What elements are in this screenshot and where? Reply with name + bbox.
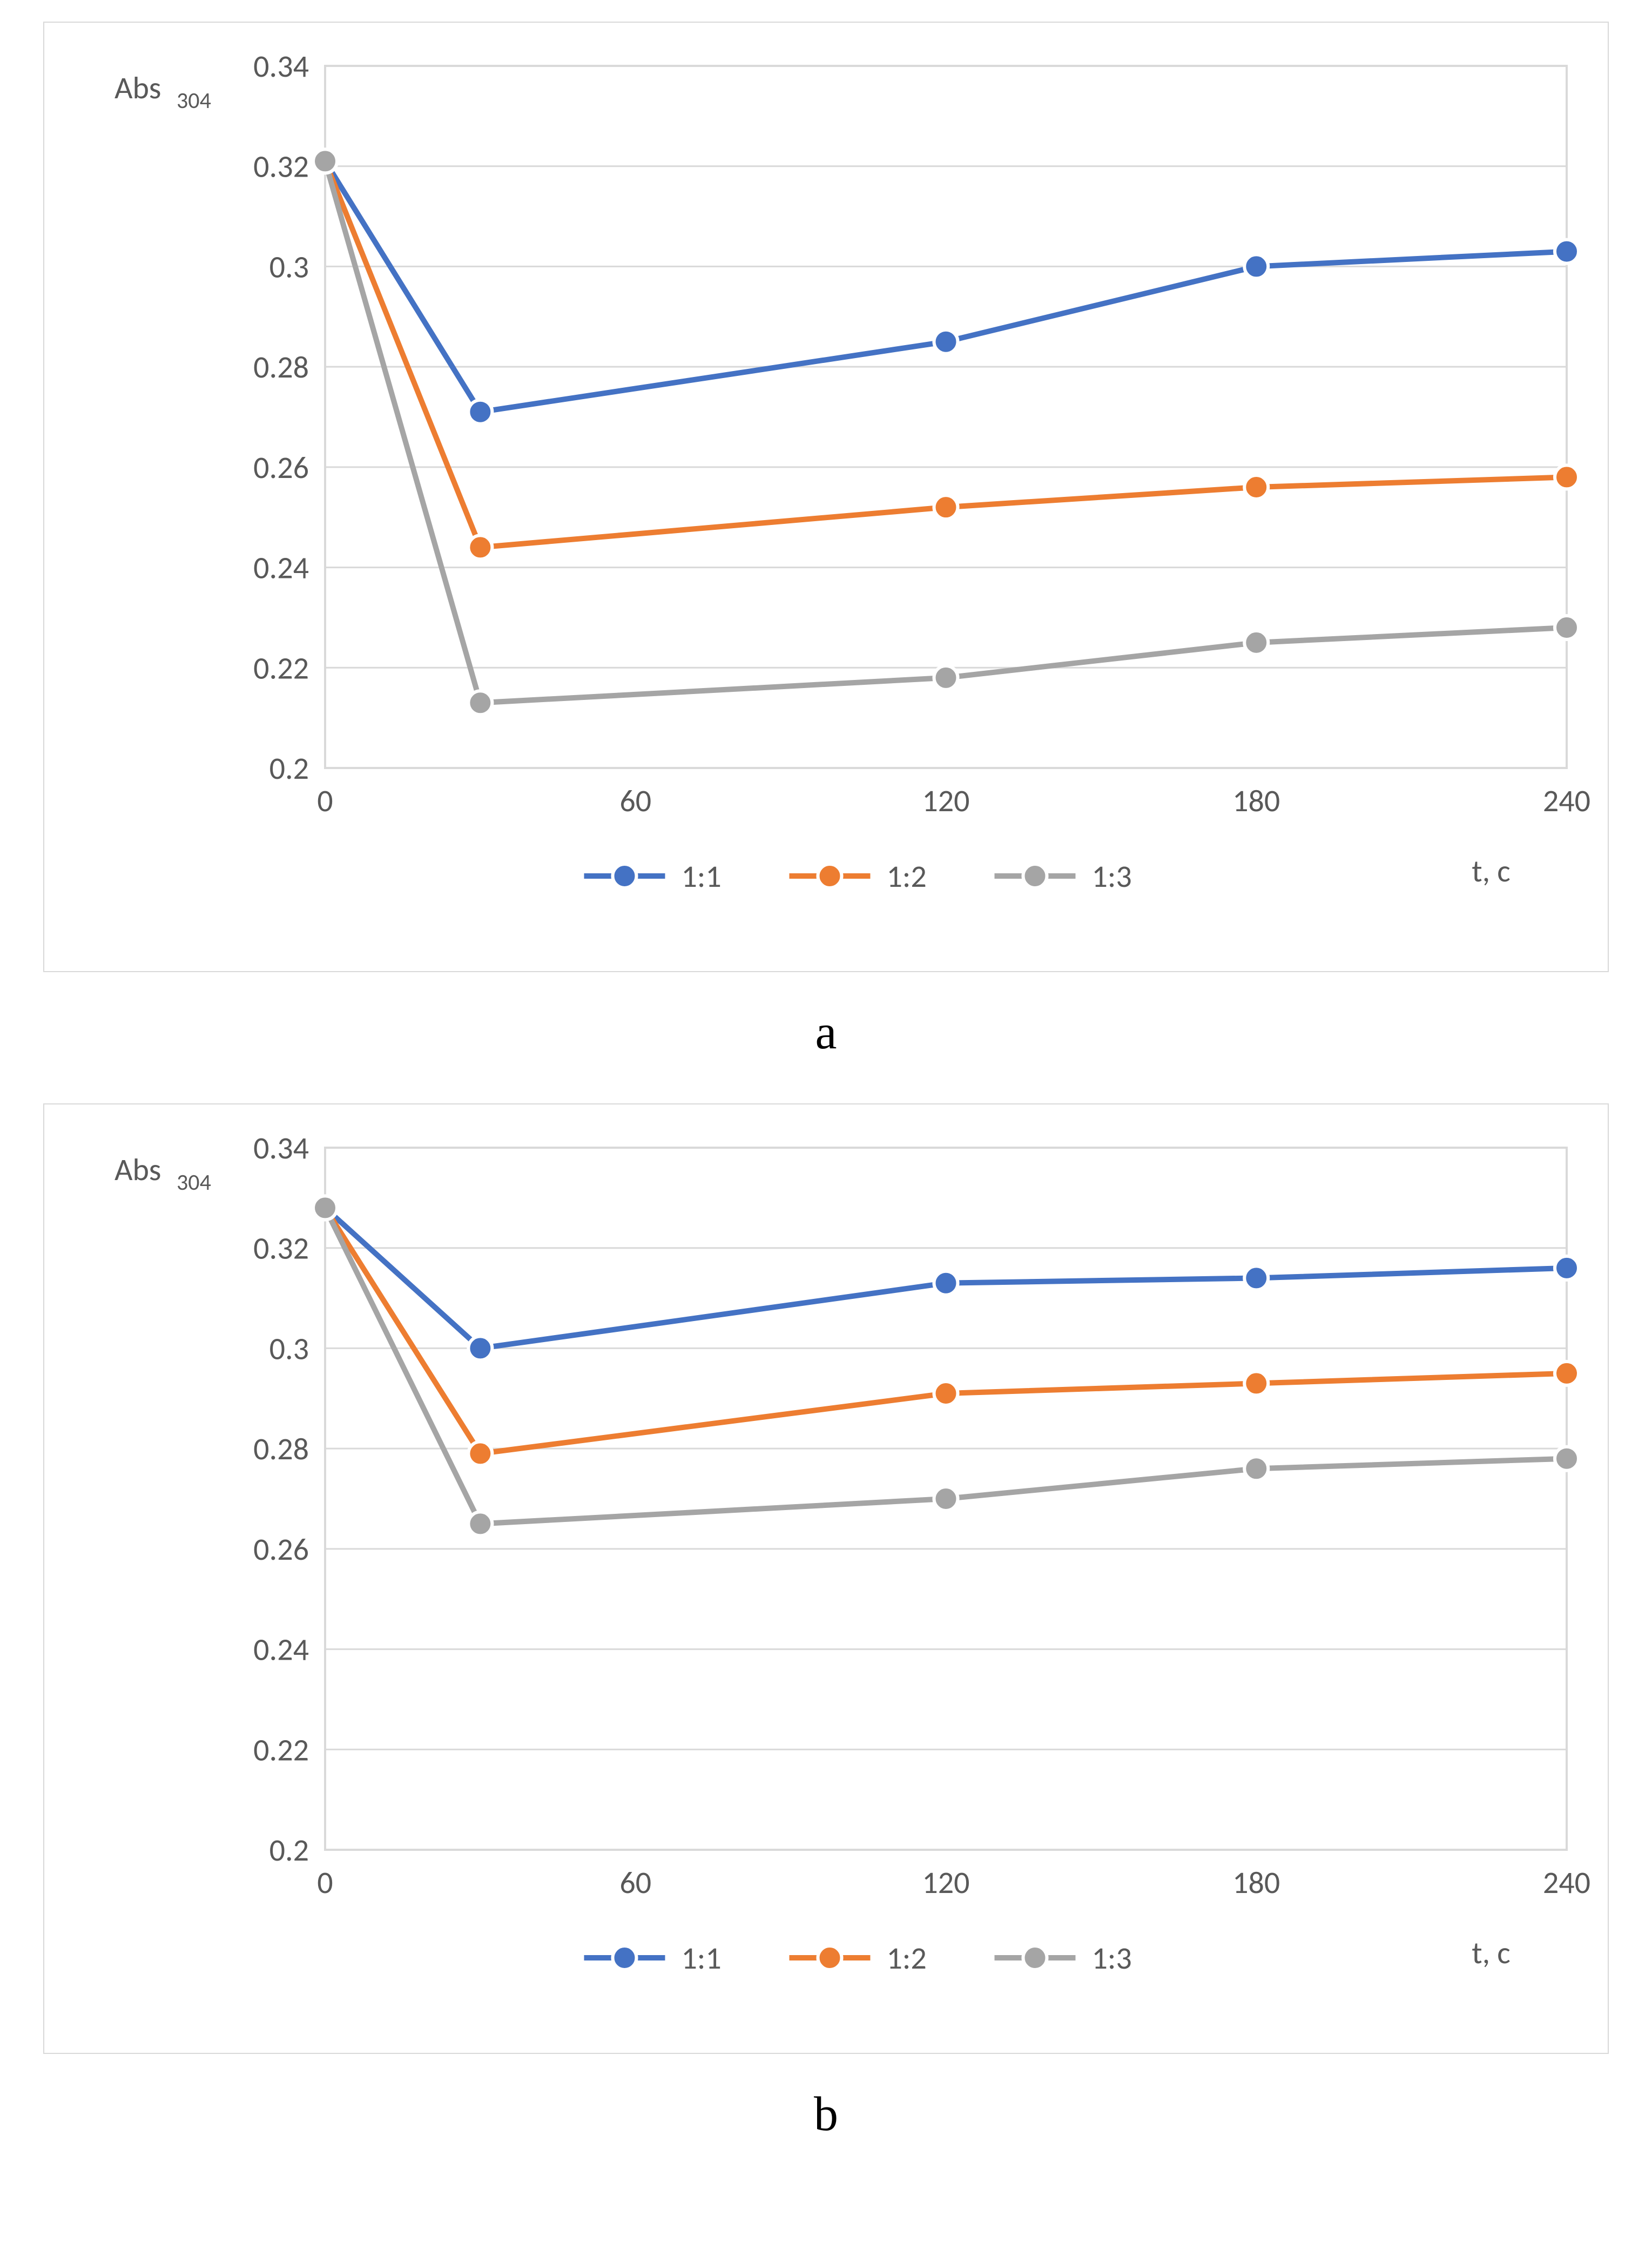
chart-a-y-axis-title: Abs 304 bbox=[114, 69, 211, 114]
chart-b-marker-1-1 bbox=[1244, 1266, 1268, 1290]
chart-a-x-axis-title: t, c bbox=[1472, 852, 1511, 890]
chart-b-x-axis: 0 60 120 180 240 bbox=[317, 1863, 1590, 1902]
chart-a-marker-1-1 bbox=[468, 400, 492, 424]
chart-a-y-axis-title-sub: 304 bbox=[177, 87, 211, 114]
chart-a-ytick-label: 0.22 bbox=[253, 649, 309, 687]
panel-label-b: b bbox=[43, 2086, 1609, 2142]
chart-a-ytick-label: 0.34 bbox=[253, 47, 309, 85]
chart-b-y-axis-title-main: Abs bbox=[114, 1150, 161, 1189]
chart-b-legend-marker bbox=[613, 1946, 637, 1970]
chart-a-marker-1-3 bbox=[313, 149, 337, 173]
chart-b-legend-marker bbox=[818, 1946, 842, 1970]
chart-b-series-line-1-3 bbox=[325, 1208, 1567, 1524]
chart-a-legend-label: 1:3 bbox=[1092, 857, 1132, 895]
chart-b-marker-1-3 bbox=[934, 1487, 958, 1511]
chart-a-ytick-label: 0.32 bbox=[253, 147, 309, 186]
chart-b-legend-label: 1:1 bbox=[682, 1939, 722, 1977]
chart-b-marker-1-2 bbox=[1555, 1362, 1579, 1385]
chart-b-xtick-label: 180 bbox=[1232, 1863, 1280, 1902]
chart-a-xtick-label: 180 bbox=[1232, 781, 1280, 820]
chart-b-legend-item-1-2: 1:2 bbox=[790, 1939, 927, 1977]
chart-b-marker-1-1 bbox=[1555, 1256, 1579, 1280]
chart-b-y-axis: 0.2 0.22 0.24 0.26 0.28 0.3 0.32 0.34 bbox=[253, 1129, 309, 1869]
chart-b-ytick-label: 0.2 bbox=[269, 1831, 309, 1869]
chart-a-ytick-label: 0.3 bbox=[269, 247, 309, 286]
chart-b-legend-marker bbox=[1023, 1946, 1047, 1970]
chart-b-legend: 1:1 1:2 1:3 bbox=[584, 1939, 1132, 1977]
chart-a-marker-1-1 bbox=[1244, 254, 1268, 278]
chart-b-svg: 0.2 0.22 0.24 0.26 0.28 0.3 0.32 0.34 0 60 120 180 2… bbox=[44, 1104, 1610, 2055]
chart-b-ytick-label: 0.26 bbox=[253, 1530, 309, 1568]
chart-a-legend-marker bbox=[818, 864, 842, 888]
chart-b-series-line-1-2 bbox=[325, 1208, 1567, 1453]
panel-spacer bbox=[43, 1060, 1609, 1103]
chart-a-marker-1-2 bbox=[468, 535, 492, 559]
chart-b-y-axis-title-sub: 304 bbox=[177, 1169, 211, 1196]
chart-a-marker-1-1 bbox=[934, 330, 958, 354]
chart-a-legend-label: 1:1 bbox=[682, 857, 722, 895]
chart-b-marker-1-3 bbox=[1244, 1457, 1268, 1480]
chart-a-series-line-1-1 bbox=[325, 161, 1567, 412]
chart-a-xtick-label: 60 bbox=[619, 781, 651, 820]
chart-a-legend-item-1-3: 1:3 bbox=[995, 857, 1132, 895]
chart-a-ytick-label: 0.2 bbox=[269, 749, 309, 787]
chart-a-marker-1-2 bbox=[1244, 475, 1268, 499]
chart-b-xtick-label: 240 bbox=[1543, 1863, 1590, 1902]
chart-b-marker-1-2 bbox=[468, 1441, 492, 1465]
chart-a-legend-marker bbox=[613, 864, 637, 888]
chart-a-marker-1-3 bbox=[468, 691, 492, 715]
chart-a-marker-1-3 bbox=[934, 666, 958, 690]
chart-a-ytick-label: 0.28 bbox=[253, 348, 309, 386]
chart-a-ytick-label: 0.26 bbox=[253, 448, 309, 487]
chart-b-legend-item-1-3: 1:3 bbox=[995, 1939, 1132, 1977]
chart-a-legend-marker bbox=[1023, 864, 1047, 888]
chart-a-series-line-1-3 bbox=[325, 161, 1567, 703]
chart-a-legend: 1:1 1:2 1:3 bbox=[584, 857, 1132, 895]
chart-b-marker-1-2 bbox=[934, 1382, 958, 1405]
chart-b-ytick-label: 0.28 bbox=[253, 1430, 309, 1468]
panel-label-a: a bbox=[43, 1005, 1609, 1060]
chart-b-marker-1-1 bbox=[934, 1271, 958, 1295]
chart-a-legend-item-1-1: 1:1 bbox=[584, 857, 722, 895]
chart-b-marker-1-2 bbox=[1244, 1371, 1268, 1395]
chart-a-grid bbox=[325, 66, 1567, 768]
chart-b-legend-label: 1:3 bbox=[1092, 1939, 1132, 1977]
chart-a-marker-1-2 bbox=[934, 495, 958, 519]
chart-b-marker-1-1 bbox=[468, 1336, 492, 1360]
chart-b-marker-1-3 bbox=[468, 1512, 492, 1535]
chart-b-legend-item-1-1: 1:1 bbox=[584, 1939, 722, 1977]
chart-b-ytick-label: 0.24 bbox=[253, 1631, 309, 1669]
chart-a-legend-label: 1:2 bbox=[887, 857, 927, 895]
chart-b-ytick-label: 0.34 bbox=[253, 1129, 309, 1167]
chart-b-container: 0.2 0.22 0.24 0.26 0.28 0.3 0.32 0.34 0 60 120 180 2… bbox=[43, 1103, 1609, 2054]
chart-b-xtick-label: 120 bbox=[922, 1863, 969, 1902]
chart-b-xtick-label: 60 bbox=[619, 1863, 651, 1902]
chart-a-legend-item-1-2: 1:2 bbox=[790, 857, 927, 895]
chart-b-ytick-label: 0.32 bbox=[253, 1229, 309, 1268]
chart-a-marker-1-2 bbox=[1555, 465, 1579, 489]
chart-a-marker-1-3 bbox=[1244, 631, 1268, 655]
chart-a-ytick-label: 0.24 bbox=[253, 549, 309, 587]
chart-a-marker-1-1 bbox=[1555, 240, 1579, 264]
figure-page: 0.2 0.22 0.24 0.26 0.28 0.3 0.32 0.34 0 60 120 180 2… bbox=[0, 0, 1652, 2185]
chart-b-xtick-label: 0 bbox=[317, 1863, 333, 1902]
chart-a-container: 0.2 0.22 0.24 0.26 0.28 0.3 0.32 0.34 0 60 120 180 2… bbox=[43, 22, 1609, 972]
chart-a-xtick-label: 120 bbox=[922, 781, 969, 820]
chart-b-marker-1-3 bbox=[1555, 1447, 1579, 1471]
chart-a-plot-border bbox=[325, 66, 1567, 768]
chart-a-svg: 0.2 0.22 0.24 0.26 0.28 0.3 0.32 0.34 0 60 120 180 2… bbox=[44, 23, 1610, 973]
chart-b-ytick-label: 0.22 bbox=[253, 1730, 309, 1769]
chart-b-y-axis-title: Abs 304 bbox=[114, 1150, 211, 1196]
chart-b-x-axis-title: t, c bbox=[1472, 1933, 1511, 1972]
chart-b-marker-1-3 bbox=[313, 1196, 337, 1220]
chart-b-legend-label: 1:2 bbox=[887, 1939, 927, 1977]
chart-b-ytick-label: 0.3 bbox=[269, 1329, 309, 1367]
chart-a-y-axis-title-main: Abs bbox=[114, 69, 161, 107]
chart-a-xtick-label: 240 bbox=[1543, 781, 1590, 820]
chart-a-xtick-label: 0 bbox=[317, 781, 333, 820]
chart-a-x-axis: 0 60 120 180 240 bbox=[317, 781, 1590, 820]
chart-a-marker-1-3 bbox=[1555, 616, 1579, 639]
chart-a-y-axis: 0.2 0.22 0.24 0.26 0.28 0.3 0.32 0.34 bbox=[253, 47, 309, 787]
